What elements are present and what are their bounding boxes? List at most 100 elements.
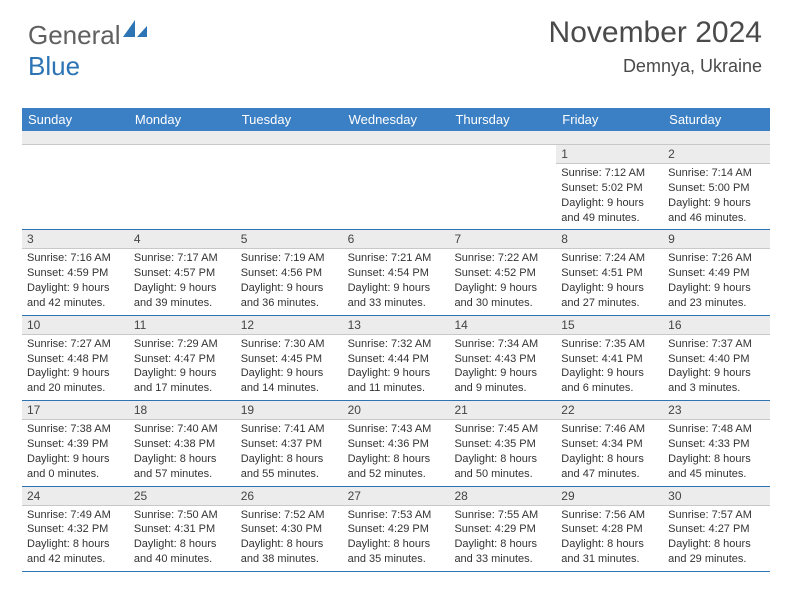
day-line: Daylight: 9 hours bbox=[348, 281, 445, 296]
weeks-container: 1Sunrise: 7:12 AMSunset: 5:02 PMDaylight… bbox=[22, 145, 770, 572]
day-line: Sunrise: 7:17 AM bbox=[134, 251, 231, 266]
day-line: Daylight: 9 hours bbox=[134, 366, 231, 381]
day-line: Sunset: 4:54 PM bbox=[348, 266, 445, 281]
day-line: Daylight: 8 hours bbox=[561, 537, 658, 552]
day-number: 30 bbox=[663, 487, 770, 506]
day-number: 11 bbox=[129, 316, 236, 335]
day-line: Daylight: 8 hours bbox=[454, 537, 551, 552]
day-cell: 13Sunrise: 7:32 AMSunset: 4:44 PMDayligh… bbox=[343, 316, 450, 401]
day-line: and 11 minutes. bbox=[348, 381, 445, 396]
day-line: Daylight: 8 hours bbox=[561, 452, 658, 467]
day-line: Daylight: 9 hours bbox=[561, 196, 658, 211]
day-line: and 27 minutes. bbox=[561, 296, 658, 311]
day-line: Sunrise: 7:27 AM bbox=[27, 337, 124, 352]
day-cell: 12 Sunrise: 7:30 AMSunset: 4:45 PMDayligh… bbox=[236, 316, 343, 401]
day-number: 17 bbox=[22, 401, 129, 420]
week-row: 3Sunrise: 7:16 AMSunset: 4:59 PMDaylight… bbox=[22, 230, 770, 315]
day-number: 13 bbox=[343, 316, 450, 335]
logo-sail-icon bbox=[123, 20, 149, 43]
day-line: Sunrise: 7:48 AM bbox=[668, 422, 765, 437]
day-number: 24 bbox=[22, 487, 129, 506]
day-content: Sunrise: 7:41 AMSunset: 4:37 PMDaylight:… bbox=[236, 420, 343, 485]
day-line: Daylight: 8 hours bbox=[134, 537, 231, 552]
day-line: Sunset: 4:40 PM bbox=[668, 352, 765, 367]
day-line: Daylight: 8 hours bbox=[668, 537, 765, 552]
day-content: Sunrise: 7:12 AMSunset: 5:02 PMDaylight:… bbox=[556, 164, 663, 229]
day-line: Sunrise: 7:14 AM bbox=[668, 166, 765, 181]
day-number: 29 bbox=[556, 487, 663, 506]
day-line: Sunset: 4:45 PM bbox=[241, 352, 338, 367]
day-content: Sunrise: 7:40 AMSunset: 4:38 PMDaylight:… bbox=[129, 420, 236, 485]
day-line: and 23 minutes. bbox=[668, 296, 765, 311]
day-line: Sunrise: 7:30 AM bbox=[241, 337, 338, 352]
day-cell: 18Sunrise: 7:40 AMSunset: 4:38 PMDayligh… bbox=[129, 401, 236, 486]
day-line: Sunset: 4:49 PM bbox=[668, 266, 765, 281]
day-content: Sunrise: 7:26 AMSunset: 4:49 PMDaylight:… bbox=[663, 249, 770, 314]
day-line: Sunrise: 7:53 AM bbox=[348, 508, 445, 523]
week-row: 10Sunrise: 7:27 AMSunset: 4:48 PMDayligh… bbox=[22, 316, 770, 401]
day-number: 19 bbox=[236, 401, 343, 420]
day-content: Sunrise: 7:16 AMSunset: 4:59 PMDaylight:… bbox=[22, 249, 129, 314]
day-number: 7 bbox=[449, 230, 556, 249]
day-cell: 6Sunrise: 7:21 AMSunset: 4:54 PMDaylight… bbox=[343, 230, 450, 315]
day-line: and 57 minutes. bbox=[134, 467, 231, 482]
day-line: Sunset: 4:47 PM bbox=[134, 352, 231, 367]
day-cell: 28Sunrise: 7:55 AMSunset: 4:29 PMDayligh… bbox=[449, 487, 556, 572]
day-line: and 40 minutes. bbox=[134, 552, 231, 567]
day-line: Sunset: 4:44 PM bbox=[348, 352, 445, 367]
day-cell: 3Sunrise: 7:16 AMSunset: 4:59 PMDaylight… bbox=[22, 230, 129, 315]
day-number: 8 bbox=[556, 230, 663, 249]
day-line: and 42 minutes. bbox=[27, 552, 124, 567]
day-line: and 14 minutes. bbox=[241, 381, 338, 396]
day-line: Sunrise: 7:19 AM bbox=[241, 251, 338, 266]
day-content: Sunrise: 7:19 AMSunset: 4:56 PMDaylight:… bbox=[236, 249, 343, 314]
day-line: Sunrise: 7:56 AM bbox=[561, 508, 658, 523]
weekday-friday: Friday bbox=[556, 108, 663, 131]
weekday-thursday: Thursday bbox=[449, 108, 556, 131]
day-cell: 7Sunrise: 7:22 AMSunset: 4:52 PMDaylight… bbox=[449, 230, 556, 315]
day-line: Daylight: 9 hours bbox=[454, 366, 551, 381]
day-line: and 39 minutes. bbox=[134, 296, 231, 311]
day-content: Sunrise: 7:55 AMSunset: 4:29 PMDaylight:… bbox=[449, 506, 556, 571]
day-line: and 46 minutes. bbox=[668, 211, 765, 226]
day-line: Sunset: 4:39 PM bbox=[27, 437, 124, 452]
day-cell: 5Sunrise: 7:19 AMSunset: 4:56 PMDaylight… bbox=[236, 230, 343, 315]
day-cell: 2Sunrise: 7:14 AMSunset: 5:00 PMDaylight… bbox=[663, 145, 770, 230]
day-line: Daylight: 9 hours bbox=[241, 366, 338, 381]
day-line: and 52 minutes. bbox=[348, 467, 445, 482]
day-line: and 42 minutes. bbox=[27, 296, 124, 311]
day-line: Daylight: 9 hours bbox=[27, 366, 124, 381]
day-number: 12 bbox=[236, 316, 343, 335]
day-line: Sunset: 4:43 PM bbox=[454, 352, 551, 367]
weekday-saturday: Saturday bbox=[663, 108, 770, 131]
day-line: Daylight: 9 hours bbox=[668, 366, 765, 381]
logo-text-blue: Blue bbox=[28, 51, 80, 81]
day-cell: 25Sunrise: 7:50 AMSunset: 4:31 PMDayligh… bbox=[129, 487, 236, 572]
day-cell: 21Sunrise: 7:45 AMSunset: 4:35 PMDayligh… bbox=[449, 401, 556, 486]
day-line: Daylight: 8 hours bbox=[454, 452, 551, 467]
weekday-sunday: Sunday bbox=[22, 108, 129, 131]
day-content: Sunrise: 7:34 AMSunset: 4:43 PMDaylight:… bbox=[449, 335, 556, 400]
day-cell: 14Sunrise: 7:34 AMSunset: 4:43 PMDayligh… bbox=[449, 316, 556, 401]
day-line: and 9 minutes. bbox=[454, 381, 551, 396]
day-number: 10 bbox=[22, 316, 129, 335]
day-line: and 35 minutes. bbox=[348, 552, 445, 567]
day-number: 28 bbox=[449, 487, 556, 506]
day-content: Sunrise: 7:14 AMSunset: 5:00 PMDaylight:… bbox=[663, 164, 770, 229]
day-line: Sunset: 4:33 PM bbox=[668, 437, 765, 452]
day-line: Daylight: 8 hours bbox=[27, 537, 124, 552]
day-line: Daylight: 9 hours bbox=[134, 281, 231, 296]
day-line: and 17 minutes. bbox=[134, 381, 231, 396]
day-line: and 36 minutes. bbox=[241, 296, 338, 311]
logo-text-general: General bbox=[28, 20, 121, 50]
day-line: and 31 minutes. bbox=[561, 552, 658, 567]
day-line: Sunrise: 7:46 AM bbox=[561, 422, 658, 437]
day-number: 20 bbox=[343, 401, 450, 420]
day-line: Daylight: 9 hours bbox=[27, 281, 124, 296]
day-line: Sunrise: 7:49 AM bbox=[27, 508, 124, 523]
day-cell: 8Sunrise: 7:24 AMSunset: 4:51 PMDaylight… bbox=[556, 230, 663, 315]
day-line: and 45 minutes. bbox=[668, 467, 765, 482]
day-line: Sunset: 4:36 PM bbox=[348, 437, 445, 452]
day-line: Sunrise: 7:43 AM bbox=[348, 422, 445, 437]
day-cell: 26Sunrise: 7:52 AMSunset: 4:30 PMDayligh… bbox=[236, 487, 343, 572]
